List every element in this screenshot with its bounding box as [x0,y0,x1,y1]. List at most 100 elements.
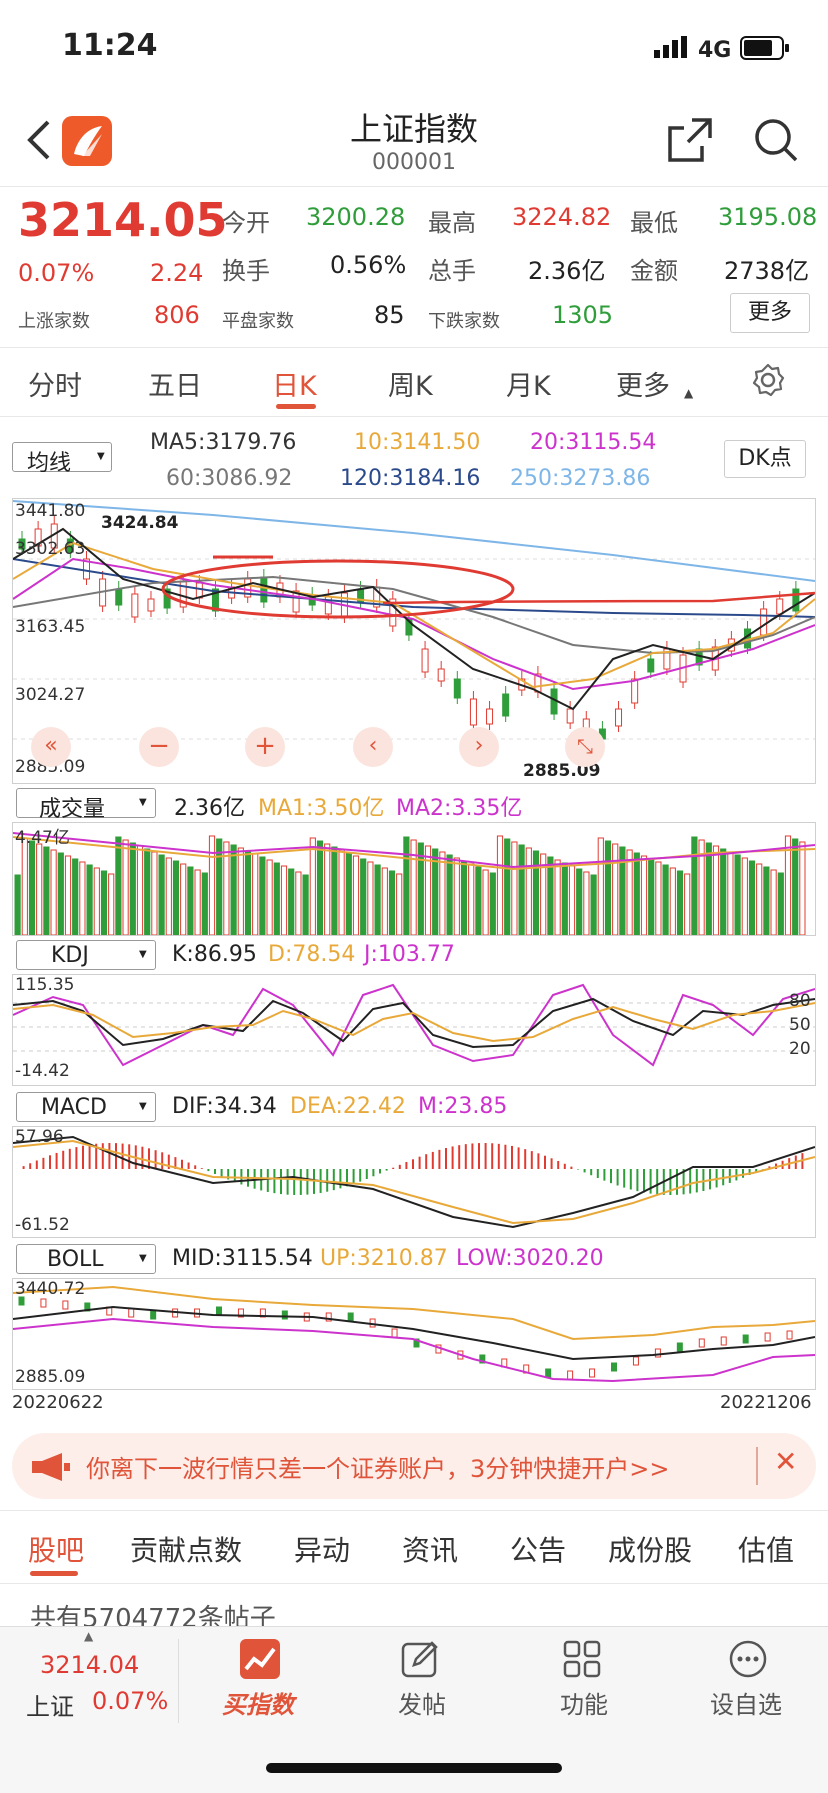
tab-news[interactable]: 资讯 [402,1534,459,1567]
volume-bar [410,839,417,935]
scroll-left-icon[interactable]: ‹ [353,727,393,767]
volume-bar [367,861,374,935]
ma-selector[interactable]: 均线 ▼ [12,442,112,476]
boll-low-label: LOW:3020.20 [456,1246,604,1271]
volume-bar [417,842,424,935]
macd-selector[interactable]: MACD ▼ [16,1092,156,1122]
tab-contribution[interactable]: 贡献点数 [130,1534,243,1567]
tab-movement[interactable]: 异动 [294,1534,351,1567]
kdj-k-label: K:86.95 [172,942,257,967]
boll-candle [654,1348,661,1358]
low-label: 最低 [630,209,678,237]
kline-candle [453,678,461,699]
volume-bar [648,858,655,935]
tab-buy-index-label: 买指数 [222,1691,294,1719]
volume-bar [684,873,691,935]
tab-daily-k[interactable]: 日K [272,371,317,402]
expand-caret-icon[interactable]: ▲ [84,1629,94,1643]
zoom-in-icon[interactable]: + [245,727,285,767]
volume-bar [496,835,504,935]
volume-bar [93,867,100,935]
tab-functions[interactable]: 功能 [536,1635,626,1725]
volume-bar [180,863,187,935]
volume-bar [244,850,252,935]
page-title: 上证指数 [349,110,478,148]
volume-bar [100,870,108,935]
high-value: 3224.82 [512,203,612,231]
tab-monthly-k[interactable]: 月K [506,371,551,402]
zoom-out-icon[interactable]: − [139,727,179,767]
tab-announcements[interactable]: 公告 [510,1534,567,1567]
tab-five-day[interactable]: 五日 [148,371,202,402]
kline-candle [566,708,574,724]
more-button[interactable]: 更多 [730,293,810,333]
volume-bar [568,865,576,935]
volume-bar [208,835,216,935]
volume-selector[interactable]: 成交量 ▼ [16,788,156,822]
volume-bar [460,860,468,935]
low-value: 3195.08 [718,203,818,231]
volume-bar [784,835,792,935]
settings-gear-icon[interactable] [750,362,786,402]
macd-dea-label: DEA:22.42 [290,1094,406,1119]
volume-bar [259,856,266,935]
volume-bar [504,838,511,935]
kdj-chart: 115.35 -14.42 80 50 20 [12,974,816,1086]
volume-bar [223,841,230,935]
change-percent: 0.07% [18,259,95,287]
tab-more[interactable]: 更多 [616,371,670,402]
volume-ma1-label: MA1:3.50亿 [258,796,385,821]
open-label: 今开 [222,209,270,237]
kline-chart[interactable]: 3441.80 3302.63 3163.45 3024.27 2885.09 … [12,498,816,784]
volume-bar [561,862,568,935]
mini-index-price: 3214.04 [40,1651,140,1679]
open-account-banner[interactable]: 你离下一波行情只差一个证券账户，3分钟快捷开户>> ✕ [12,1433,816,1499]
boll-selector[interactable]: BOLL ▼ [16,1244,156,1274]
close-icon[interactable]: ✕ [774,1445,798,1478]
volume-bar [316,840,324,935]
volume-bar [756,863,763,935]
dk-button[interactable]: DK点 [724,440,806,478]
macd-svg [13,1135,815,1229]
tab-post[interactable]: 发帖 [374,1635,464,1725]
active-tab-indicator [30,1571,78,1576]
boll-candle [742,1334,749,1344]
megaphone-icon [32,1453,72,1485]
kdj-j-label: J:103.77 [364,942,455,967]
volume-bar [151,851,158,935]
change-value: 2.24 [150,259,204,287]
scroll-to-start-icon[interactable]: « [31,727,71,767]
boll-candle [259,1308,266,1318]
volume-bar [698,839,705,935]
fullscreen-icon[interactable]: ⤡ [565,727,605,767]
volume-bar [777,872,784,935]
scroll-right-icon[interactable]: › [459,727,499,767]
kdj-selector[interactable]: KDJ ▼ [16,940,156,970]
current-price: 3214.05 [18,193,228,247]
tab-weekly-k[interactable]: 周K [388,371,433,402]
mini-index-pct: 0.07% [92,1687,169,1715]
edit-icon [400,1639,440,1683]
tab-constituents[interactable]: 成份股 [608,1534,693,1567]
boll-y-bottom: 2885.09 [15,1367,86,1387]
volume-bar [129,842,136,935]
macd-y-bottom: -61.52 [15,1215,70,1235]
tab-add-watchlist[interactable]: 设自选 [698,1635,798,1725]
amount-value: 2738亿 [724,257,810,285]
share-icon[interactable] [666,116,714,168]
ma250-label: 250:3273.86 [510,466,651,491]
tab-buy-index[interactable]: 买指数 [216,1635,306,1725]
volume-bar [453,857,460,935]
volume-bar [396,873,403,935]
tab-intraday[interactable]: 分时 [28,371,82,402]
tab-valuation[interactable]: 估值 [738,1534,795,1567]
kline-candle [615,708,623,727]
back-icon[interactable] [24,118,54,166]
tab-guba[interactable]: 股吧 [28,1534,85,1567]
kline-candle [260,576,268,603]
boll-candle [786,1330,793,1340]
kline-candle [389,598,397,627]
open-value: 3200.28 [306,203,406,231]
volume-bar [792,838,799,935]
search-icon[interactable] [752,116,800,168]
